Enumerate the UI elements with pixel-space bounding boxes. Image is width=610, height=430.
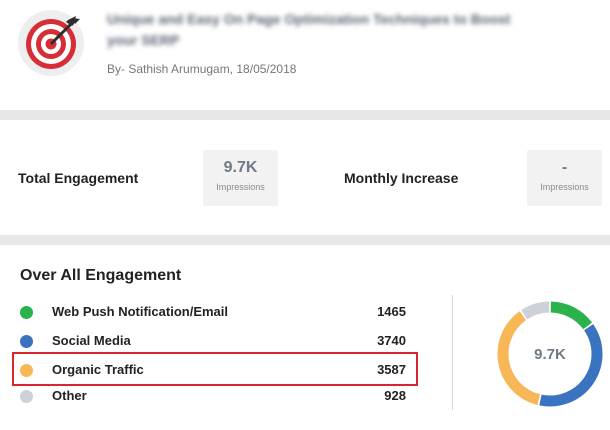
total-engagement-unit: Impressions: [216, 182, 265, 192]
monthly-increase-value: -: [561, 159, 568, 176]
engagement-donut-chart: 9.7K: [497, 301, 603, 407]
donut-segment[interactable]: [521, 301, 550, 320]
post-header: Unique and Easy On Page Optimization Tec…: [0, 0, 610, 110]
legend-dot-icon: [20, 335, 33, 348]
donut-segment[interactable]: [539, 324, 603, 407]
engagement-label: Web Push Notification/Email: [52, 304, 229, 319]
section-divider: [0, 110, 610, 120]
engagement-row-organic-traffic[interactable]: Organic Traffic 3587: [12, 352, 418, 386]
target-dart-icon: [18, 10, 84, 76]
engagement-row-web-push[interactable]: Web Push Notification/Email 1465: [12, 299, 418, 327]
engagement-value: 928: [384, 388, 406, 403]
total-engagement-box: 9.7K Impressions: [203, 150, 278, 206]
total-engagement-label: Total Engagement: [18, 170, 139, 186]
engagement-value: 3740: [377, 333, 406, 348]
panel-divider: [452, 295, 453, 410]
legend-dot-icon: [20, 390, 33, 403]
donut-segment[interactable]: [497, 311, 541, 405]
engagement-title: Over All Engagement: [20, 267, 182, 284]
engagement-label: Social Media: [52, 333, 131, 348]
section-divider: [0, 235, 610, 245]
engagement-stats: Total Engagement 9.7K Impressions Monthl…: [0, 120, 610, 235]
engagement-label: Other: [52, 388, 87, 403]
post-byline: By- Sathish Arumugam, 18/05/2018: [107, 62, 297, 76]
engagement-row-social-media[interactable]: Social Media 3740: [12, 328, 418, 356]
legend-dot-icon: [20, 306, 33, 319]
monthly-increase-unit: Impressions: [540, 182, 589, 192]
engagement-row-other[interactable]: Other 928: [12, 383, 418, 411]
donut-center-label: 9.7K: [534, 346, 566, 363]
engagement-label: Organic Traffic: [52, 362, 144, 377]
legend-dot-icon: [20, 364, 33, 377]
donut-segment[interactable]: [550, 301, 593, 330]
engagement-value: 3587: [377, 362, 406, 377]
monthly-increase-box: - Impressions: [527, 150, 602, 206]
total-engagement-value: 9.7K: [223, 159, 258, 176]
engagement-value: 1465: [377, 304, 406, 319]
post-title[interactable]: Unique and Easy On Page Optimization Tec…: [107, 11, 511, 48]
monthly-increase-label: Monthly Increase: [344, 170, 459, 186]
